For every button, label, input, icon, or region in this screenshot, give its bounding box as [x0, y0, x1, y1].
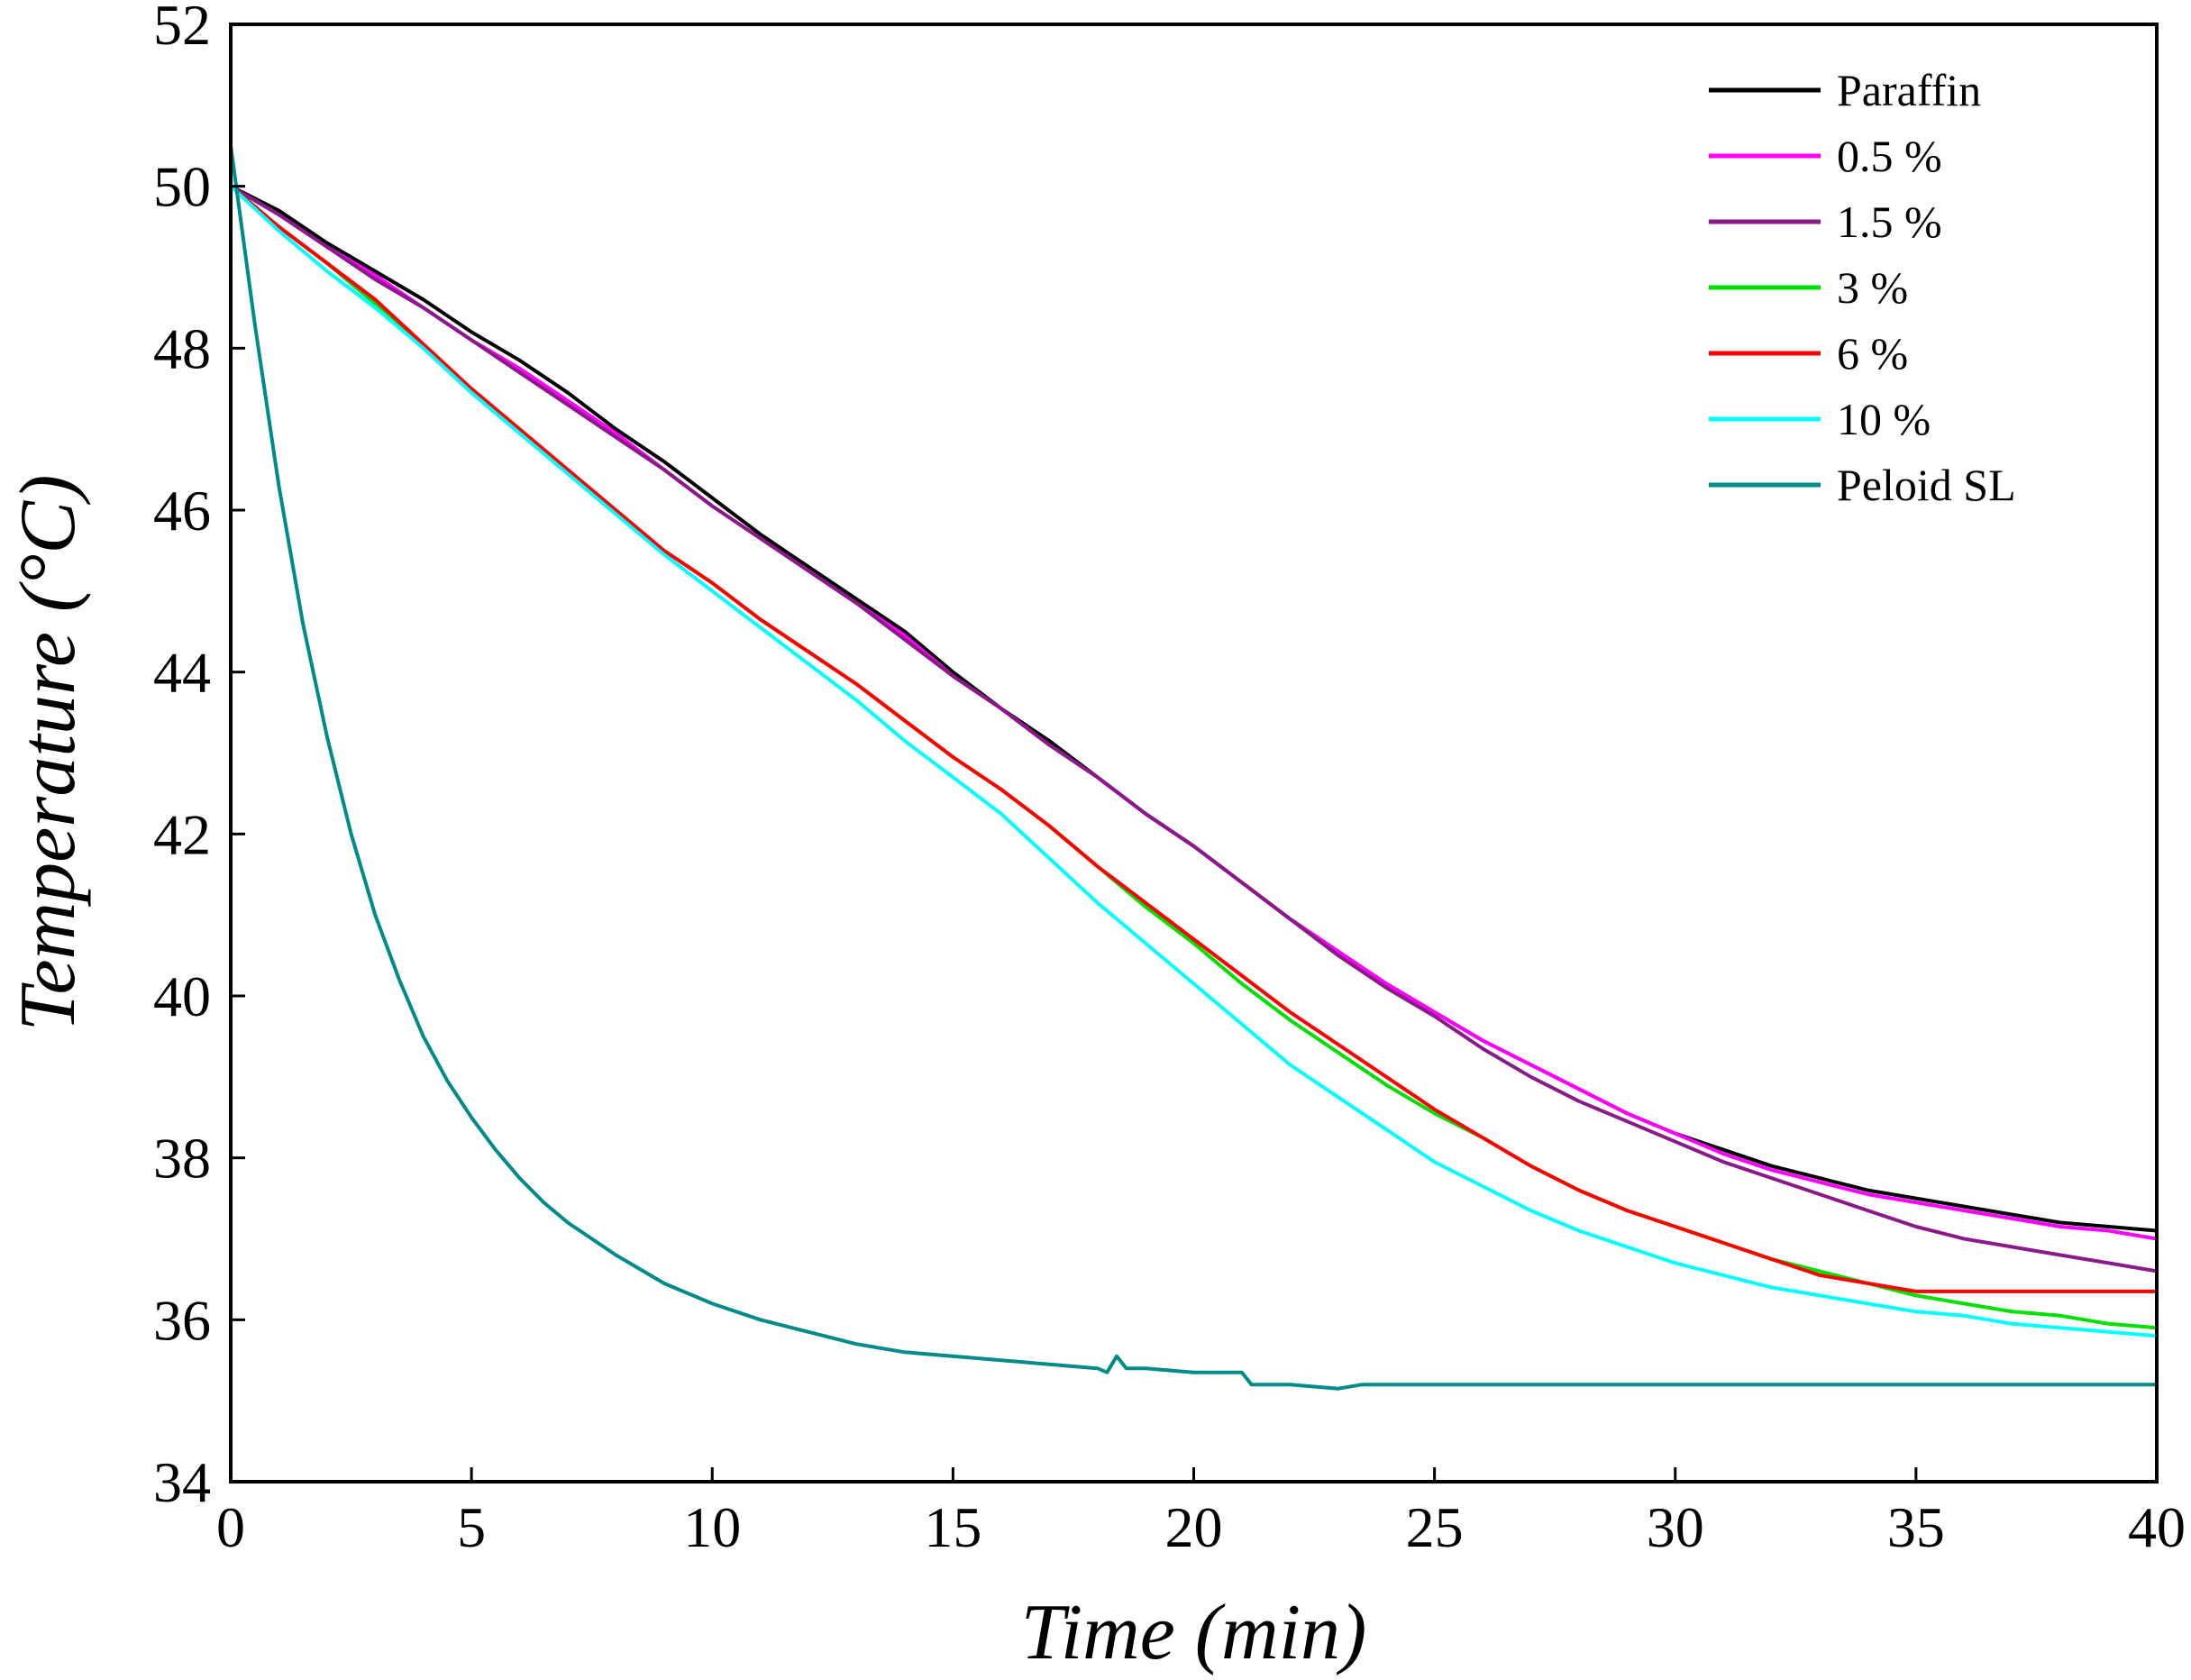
x-axis-title: Time (min) — [1021, 1589, 1367, 1676]
series-line-1-5 — [229, 184, 2159, 1274]
y-tick-label: 48 — [153, 316, 211, 380]
legend-label: 0.5 % — [1837, 131, 1942, 181]
x-tick-label: 5 — [457, 1495, 486, 1559]
x-tick-label: 15 — [924, 1495, 981, 1559]
y-tick-label: 50 — [153, 155, 211, 219]
x-tick-label: 35 — [1887, 1495, 1945, 1559]
y-tick-label: 52 — [153, 0, 211, 57]
legend-label: 3 % — [1837, 262, 1908, 313]
x-tick-label: 20 — [1165, 1495, 1223, 1559]
series-layer — [229, 143, 2159, 1391]
legend-label: 1.5 % — [1837, 196, 1942, 247]
x-tick-label: 40 — [2128, 1495, 2186, 1559]
legend: Paraffin 0.5 % 1.5 % 3 % 6 % 10 % Peloid SL — [1709, 65, 2016, 510]
y-tick-label: 36 — [153, 1288, 211, 1352]
legend-label: Paraffin — [1837, 65, 1981, 115]
axis-ticks: 0 5 10 15 20 25 30 35 40 34 36 38 40 42 44 46 48 50 52 — [153, 0, 2186, 1559]
x-tick-label: 10 — [683, 1495, 741, 1559]
series-line-peloid-sl — [229, 143, 2159, 1391]
x-tick-label: 25 — [1406, 1495, 1464, 1559]
legend-label: 10 % — [1837, 394, 1931, 444]
y-tick-label: 42 — [153, 802, 211, 866]
x-tick-label: 30 — [1647, 1495, 1704, 1559]
y-tick-label: 40 — [153, 964, 211, 1028]
y-axis-title: Temperature (°C) — [5, 475, 92, 1032]
series-line-6 — [229, 184, 2159, 1293]
legend-label: Peloid SL — [1837, 460, 2016, 510]
y-tick-label: 46 — [153, 479, 211, 543]
series-line-10 — [229, 184, 2159, 1338]
y-tick-label: 38 — [153, 1127, 211, 1191]
y-tick-label: 34 — [153, 1450, 211, 1514]
y-tick-label: 44 — [153, 641, 211, 705]
legend-label: 6 % — [1837, 328, 1908, 379]
x-tick-label: 0 — [216, 1495, 245, 1559]
